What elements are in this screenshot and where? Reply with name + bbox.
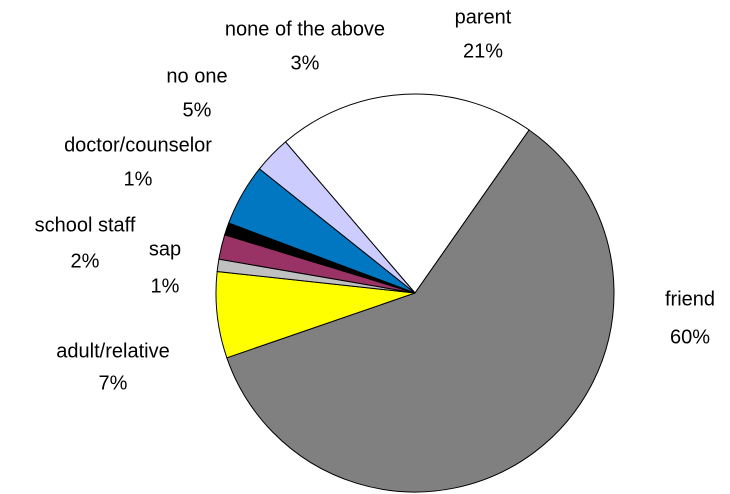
slice-value-label: 1% xyxy=(124,168,153,190)
pie-slice xyxy=(258,141,416,294)
slice-value-label: 1% xyxy=(151,275,180,297)
pie-slice xyxy=(226,129,615,493)
slice-value-label: 2% xyxy=(71,250,100,272)
slice-label: school staff xyxy=(35,214,136,236)
slice-value-label: 60% xyxy=(670,326,710,348)
slice-label: adult/relative xyxy=(56,340,169,362)
slice-value-label: 5% xyxy=(183,99,212,121)
slice-label: doctor/counselor xyxy=(64,134,212,156)
slice-value-label: 7% xyxy=(99,372,128,394)
pie-slice xyxy=(284,93,530,294)
slice-label: none of the above xyxy=(225,18,385,40)
slice-label: no one xyxy=(166,65,227,87)
slice-label: parent xyxy=(455,6,512,28)
slice-label: sap xyxy=(149,238,181,260)
slice-value-label: 21% xyxy=(463,40,503,62)
slice-label: friend xyxy=(665,288,715,310)
slice-value-label: 3% xyxy=(291,52,320,74)
